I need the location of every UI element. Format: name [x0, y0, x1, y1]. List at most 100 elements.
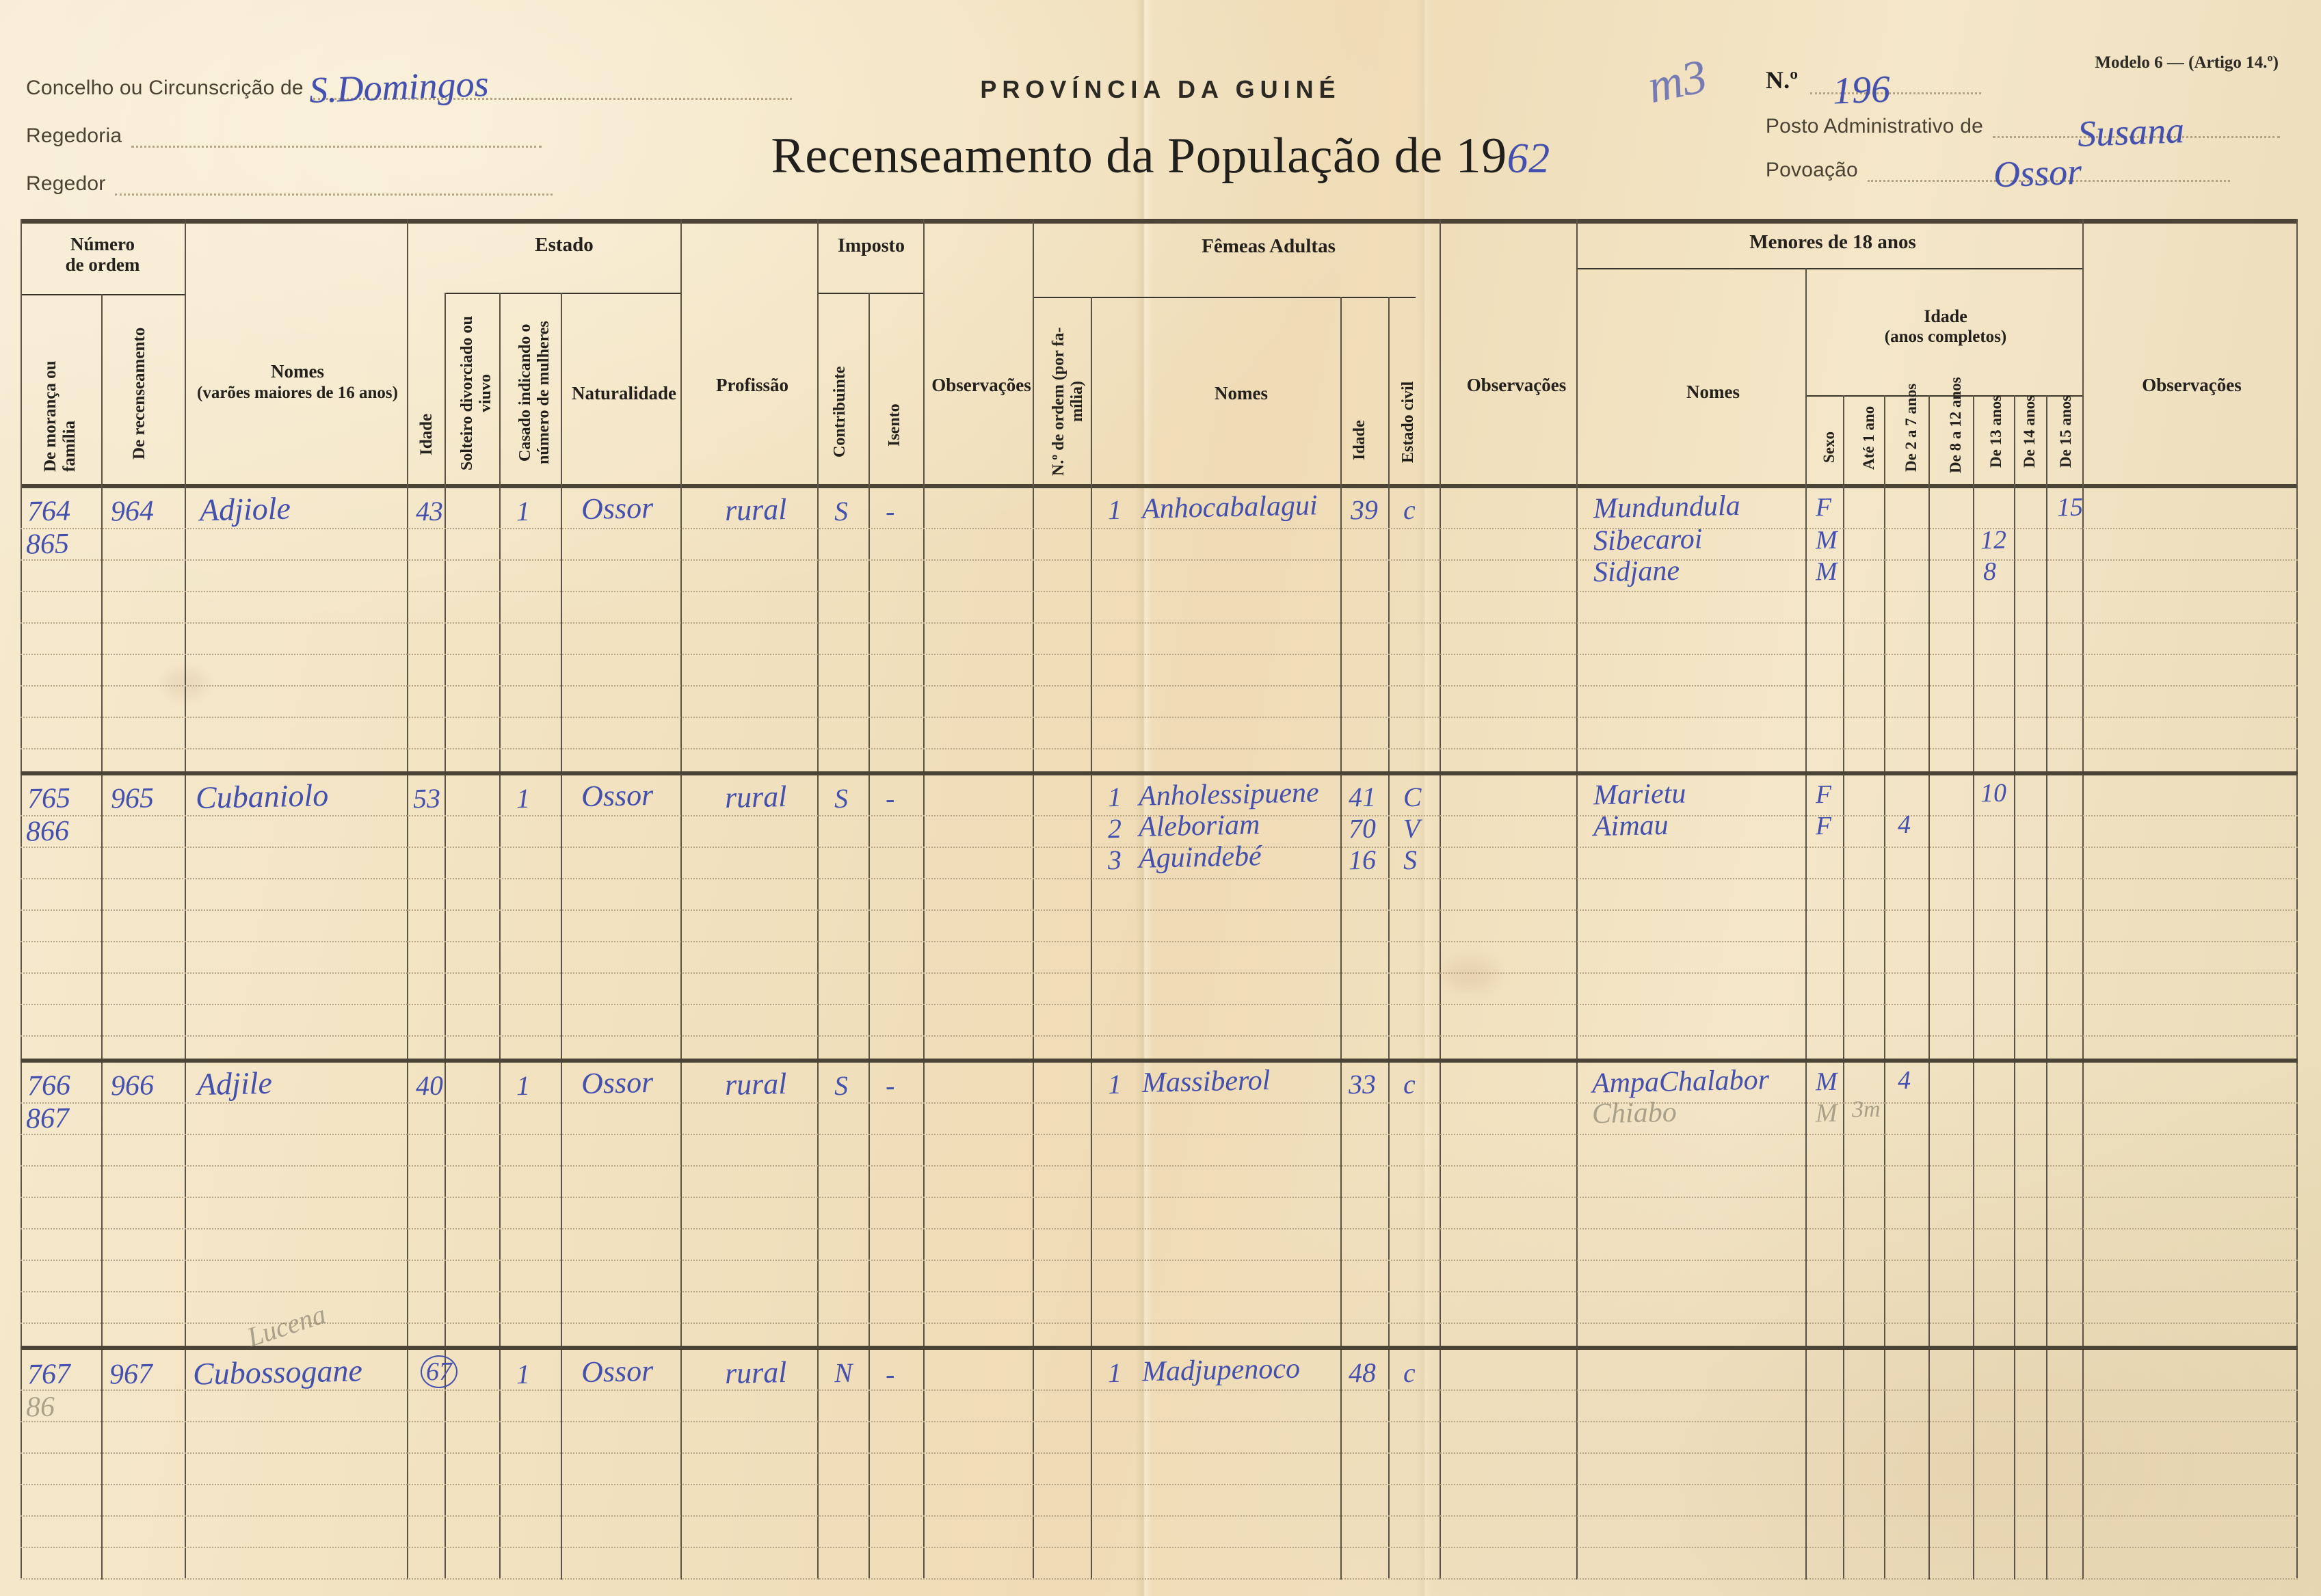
year-suffix-value[interactable]: 62 — [1507, 135, 1550, 182]
cell-contribuinte[interactable]: S — [834, 495, 849, 527]
cell-menor-sexo[interactable]: F — [1815, 811, 1832, 841]
cell-menor-nome-pencil[interactable]: Chiabo — [1591, 1096, 1677, 1130]
cell-menor-de2a7[interactable]: 4 — [1897, 1065, 1911, 1095]
posto-value[interactable]: Susana — [2076, 109, 2186, 155]
cell-nome-varao[interactable]: Cubaniolo — [195, 777, 329, 816]
cell-idade[interactable]: 53 — [412, 782, 441, 814]
cell-isento[interactable]: - — [885, 495, 895, 527]
cell-moranca[interactable]: 766 — [27, 1069, 71, 1102]
cell-idade[interactable]: 40 — [415, 1069, 444, 1102]
cell-menor-nome[interactable]: Sidjane — [1593, 555, 1680, 589]
cell-menor-de8a12[interactable]: 8 — [1982, 557, 1997, 587]
cell-menor-de2a7[interactable]: 4 — [1897, 810, 1911, 840]
cell-menor-sexo[interactable]: M — [1815, 557, 1838, 587]
cell-menor-nome[interactable]: Sibecaroi — [1593, 523, 1703, 557]
cell-recenseamento[interactable]: 967 — [109, 1358, 153, 1391]
cell-femea-nome[interactable]: Madjupenoco — [1141, 1353, 1301, 1388]
cell-menor-nome[interactable]: Mundundula — [1593, 490, 1741, 525]
cell-femea-n[interactable]: 2 — [1107, 812, 1122, 844]
cell-idade[interactable]: 43 — [415, 495, 444, 527]
col-sep-estado-civil — [1440, 219, 1441, 1580]
cell-femea-nome[interactable]: Anholessipuene — [1138, 777, 1320, 812]
cell-menor-de8a12[interactable]: 12 — [1980, 525, 2007, 555]
cell-contribuinte[interactable]: S — [834, 1069, 849, 1102]
cell-femea-estado-civil[interactable]: V — [1403, 812, 1420, 844]
cell-femea-estado-civil[interactable]: c — [1403, 1068, 1416, 1100]
cell-menor-sexo[interactable]: F — [1815, 492, 1832, 522]
cell-menor-nome[interactable]: AmpaChalabor — [1591, 1064, 1770, 1100]
cell-menor-sexo[interactable]: F — [1815, 780, 1832, 810]
cell-femea-idade[interactable]: 41 — [1348, 781, 1377, 813]
cell-menor-de15[interactable]: 15 — [2056, 492, 2084, 522]
cell-nome-varao[interactable]: Adjiole — [199, 490, 291, 528]
cell-femea-nome[interactable]: Aleboriam — [1138, 809, 1260, 843]
cell-moranca-second[interactable]: 867 — [25, 1102, 70, 1135]
cell-femea-idade[interactable]: 70 — [1348, 812, 1377, 844]
cell-femea-estado-civil[interactable]: C — [1403, 781, 1422, 813]
cell-casado[interactable]: 1 — [516, 782, 531, 814]
cell-menor-sexo[interactable]: M — [1815, 525, 1838, 555]
povoacao-value[interactable]: Ossor — [1992, 150, 2083, 196]
cell-femea-n[interactable]: 1 — [1107, 1068, 1122, 1100]
cell-menor-ate1-pencil[interactable]: 3m — [1851, 1096, 1881, 1123]
cell-moranca[interactable]: 765 — [27, 782, 71, 815]
cell-recenseamento[interactable]: 966 — [110, 1069, 155, 1102]
cell-naturalidade[interactable]: Ossor — [581, 1353, 654, 1389]
cell-casado[interactable]: 1 — [516, 1069, 531, 1102]
cell-femea-nome[interactable]: Aguindebé — [1138, 840, 1262, 875]
regedor-dotted-line[interactable] — [115, 194, 553, 196]
provincia-heading: PROVÍNCIA DA GUINÉ — [980, 75, 1341, 103]
cell-moranca-second[interactable]: 866 — [25, 815, 70, 848]
regedoria-dotted-line[interactable] — [131, 146, 542, 148]
cell-femea-nome[interactable]: Massiberol — [1141, 1065, 1271, 1099]
cell-femea-idade[interactable]: 48 — [1348, 1357, 1377, 1389]
cell-moranca-second[interactable]: 865 — [25, 528, 70, 561]
cell-naturalidade[interactable]: Ossor — [581, 1065, 654, 1101]
cell-naturalidade[interactable]: Ossor — [581, 490, 654, 527]
concelho-field-row: Concelho ou Circunscrição de — [26, 77, 792, 100]
cell-menor-sexo[interactable]: M — [1815, 1067, 1838, 1097]
cell-contribuinte[interactable]: S — [834, 782, 849, 814]
cell-femea-n[interactable]: 1 — [1107, 1357, 1122, 1389]
header-observacoes-1: Observações — [931, 375, 1031, 395]
cell-menor-nome[interactable]: Marietu — [1593, 777, 1686, 812]
cell-moranca-second[interactable]: 86 — [25, 1391, 55, 1424]
cell-idade-circled[interactable]: 67 — [420, 1355, 458, 1389]
cell-femea-n[interactable]: 1 — [1107, 781, 1122, 813]
cell-femea-estado-civil[interactable]: c — [1403, 494, 1416, 526]
cell-menor-nome[interactable]: Aimau — [1593, 809, 1669, 843]
povoacao-dotted-line[interactable] — [1867, 180, 2230, 182]
cell-profissao[interactable]: rural — [724, 492, 787, 527]
cell-naturalidade[interactable]: Ossor — [581, 777, 654, 814]
cell-casado[interactable]: 1 — [516, 495, 531, 527]
cell-isento[interactable]: - — [885, 1069, 895, 1102]
cell-femea-estado-civil[interactable]: S — [1403, 844, 1418, 876]
cell-femea-nome[interactable]: Anhocabalagui — [1141, 490, 1318, 525]
cell-femea-n[interactable]: 1 — [1107, 494, 1122, 526]
cell-nome-varao[interactable]: Adjile — [196, 1065, 273, 1102]
cell-femea-n[interactable]: 3 — [1107, 844, 1122, 876]
numero-dotted-line[interactable] — [1810, 92, 1982, 94]
cell-femea-idade[interactable]: 33 — [1348, 1068, 1377, 1100]
cell-profissao[interactable]: rural — [724, 780, 787, 814]
cell-femea-idade[interactable]: 39 — [1350, 494, 1379, 526]
cell-recenseamento[interactable]: 964 — [110, 495, 155, 528]
cell-contribuinte[interactable]: N — [834, 1357, 853, 1389]
cell-isento[interactable]: - — [885, 1358, 895, 1390]
numero-value[interactable]: 196 — [1831, 68, 1892, 113]
cell-femea-idade[interactable]: 16 — [1348, 844, 1377, 876]
cell-menor-sexo-pencil[interactable]: M — [1815, 1098, 1838, 1128]
cell-recenseamento[interactable]: 965 — [110, 782, 155, 815]
cell-nome-varao[interactable]: Cubossogane — [192, 1353, 363, 1392]
posto-dotted-line[interactable] — [1993, 136, 2280, 138]
cell-casado[interactable]: 1 — [516, 1358, 531, 1390]
cell-profissao[interactable]: rural — [724, 1355, 787, 1390]
cell-femea-estado-civil[interactable]: c — [1403, 1357, 1416, 1389]
concelho-dotted-line[interactable] — [313, 98, 792, 100]
cell-profissao[interactable]: rural — [724, 1067, 787, 1102]
cell-menor-de8a12[interactable]: 10 — [1980, 778, 2007, 808]
cell-moranca[interactable]: 767 — [27, 1358, 71, 1391]
rule-line — [21, 1165, 2298, 1167]
cell-moranca[interactable]: 764 — [27, 495, 71, 528]
cell-isento[interactable]: - — [885, 782, 895, 814]
